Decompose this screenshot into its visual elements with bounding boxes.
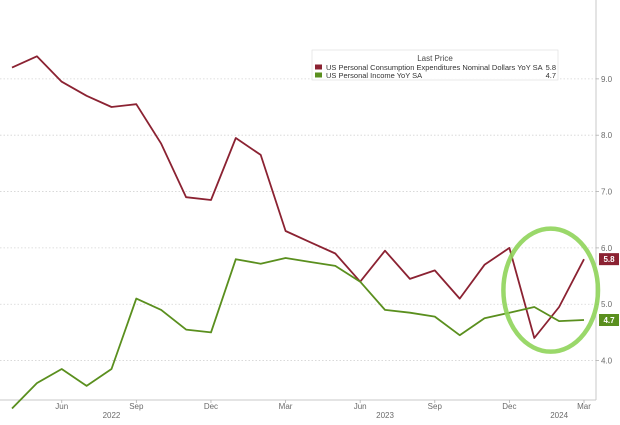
year-label: 2024: [550, 411, 568, 420]
last-value-tags: 5.8 4.7: [599, 253, 619, 326]
legend-label-income: US Personal Income YoY SA: [326, 71, 422, 80]
year-label: 2023: [376, 411, 394, 420]
legend-label-pce: US Personal Consumption Expenditures Nom…: [326, 63, 543, 72]
legend-box: [311, 49, 559, 81]
annotation-layer: [501, 226, 601, 354]
last-value-tag-pce: 5.8: [599, 253, 619, 266]
legend-value-pce: 5.8: [546, 63, 556, 72]
y-tick-label: 7.0: [601, 188, 613, 197]
legend-title: Last Price: [417, 54, 453, 63]
legend-swatch-pce: [315, 64, 322, 70]
y-tick-label: 6.0: [601, 244, 613, 253]
y-tick-label: 8.0: [601, 131, 613, 140]
y-tick-label: 4.0: [601, 357, 613, 366]
y-tick-label: 9.0: [601, 75, 613, 84]
tag-background: [599, 314, 619, 326]
x-tick-label: Mar: [577, 402, 591, 411]
tag-background: [599, 253, 619, 266]
tag-value: 5.8: [603, 255, 615, 264]
y-tick-label: 5.0: [601, 300, 613, 309]
x-tick-labels: Jun Sep Dec Mar Jun Sep Dec Mar 2022 2023 2024: [55, 400, 591, 420]
legend-value-income: 4.7: [546, 71, 556, 80]
year-label: 2022: [103, 411, 121, 420]
x-tick-label: Sep: [428, 402, 443, 411]
series-line-income: [11, 257, 585, 410]
legend: Last Price US Personal Consumption Expen…: [311, 49, 559, 81]
series-lines: [11, 55, 585, 410]
x-tick-label: Sep: [129, 402, 144, 411]
x-tick-label: Dec: [502, 402, 516, 411]
x-tick-label: Jun: [55, 402, 68, 411]
y-tick-labels: 4.0 5.0 6.0 7.0 8.0 9.0: [596, 75, 613, 366]
legend-swatch-income: [315, 72, 322, 78]
tag-value: 4.7: [603, 316, 615, 325]
axes: [0, 0, 597, 401]
x-tick-label: Jun: [354, 402, 367, 411]
x-tick-label: Dec: [204, 402, 218, 411]
grid-lines: [0, 78, 596, 361]
x-tick-label: Mar: [279, 402, 293, 411]
highlight-ellipse: [501, 226, 601, 354]
series-line-pce: [11, 55, 585, 339]
last-value-tag-income: 4.7: [599, 314, 619, 326]
